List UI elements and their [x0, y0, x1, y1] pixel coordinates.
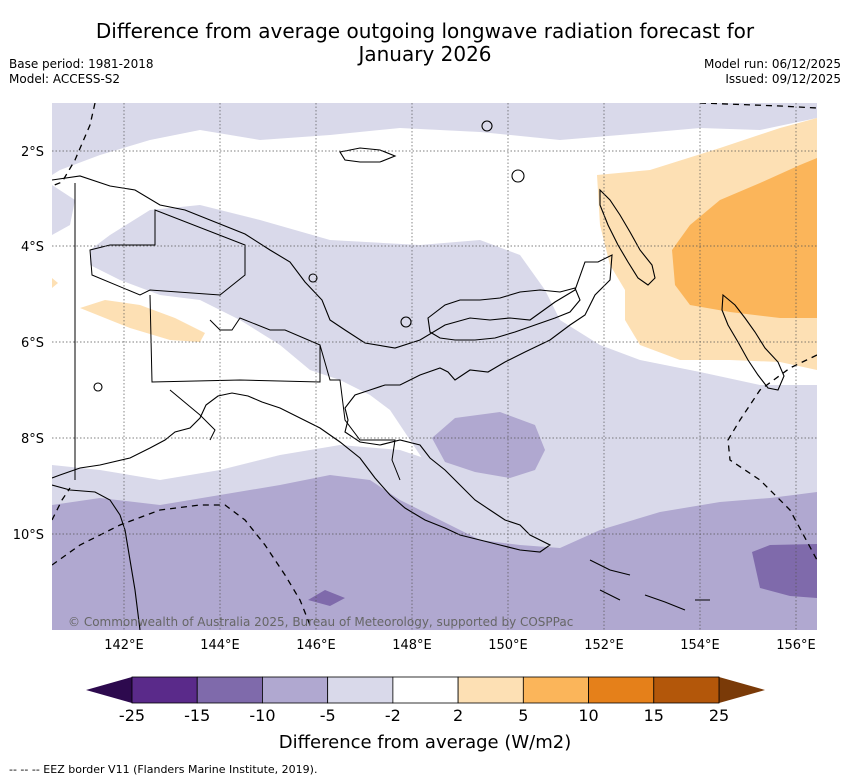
colorbar-title: Difference from average (W/m2)	[279, 732, 571, 753]
lon-tick-label: 154°E	[680, 638, 720, 653]
colorbar-tick-label: 25	[709, 706, 729, 725]
meta-right: Model run: 06/12/2025 Issued: 09/12/2025	[704, 57, 841, 87]
map-title: Difference from average outgoing longwav…	[0, 20, 850, 66]
colorbar-tick-label: 10	[578, 706, 598, 725]
eez-border-northeast	[699, 103, 817, 109]
colorbar-tick-label: -25	[119, 706, 145, 725]
lon-tick-label: 144°E	[200, 638, 240, 653]
anomaly-region-lavender-west	[52, 185, 75, 235]
lon-tick-labels: 142°E 144°E 146°E 148°E 150°E 152°E 154°E 156°E	[104, 638, 816, 653]
colorbar-cell	[457, 676, 524, 704]
base-period: Base period: 1981-2018	[9, 57, 154, 71]
colorbar-over-arrow	[719, 677, 765, 703]
lat-tick-label: 8°S	[21, 432, 44, 447]
colorbar-cell	[522, 676, 589, 704]
colorbar-tick-label: -5	[320, 706, 336, 725]
colorbar-tick-label: -15	[184, 706, 210, 725]
title-line-2: January 2026	[358, 42, 492, 66]
copyright-text: © Commonwealth of Australia 2025, Bureau…	[68, 615, 573, 629]
colorbar-cell	[196, 676, 263, 704]
anomaly-region-purple-mid-small	[308, 590, 345, 606]
lon-tick-label: 146°E	[296, 638, 336, 653]
bougainville-coastline	[721, 293, 785, 391]
eez-borders	[52, 103, 817, 626]
colorbar-under-arrow	[86, 677, 132, 703]
colorbar-tick-label: 15	[644, 706, 664, 725]
colorbar-tick-label: 5	[518, 706, 528, 725]
anomaly-region-peach-west	[80, 300, 205, 342]
lon-tick-label: 156°E	[776, 638, 816, 653]
lon-tick-label: 150°E	[488, 638, 528, 653]
anomaly-region-lavender-north	[52, 103, 817, 175]
island-small-5	[93, 382, 103, 392]
colorbar-cell	[327, 676, 394, 704]
colorbar-cell	[588, 676, 655, 704]
new-ireland-coastline	[599, 188, 656, 286]
lon-tick-label: 142°E	[104, 638, 144, 653]
colorbar: -25 -15 -10 -5 -2 2 5 10 15 25 Difference from av…	[86, 676, 765, 753]
gridlines	[52, 103, 817, 630]
anomaly-region-orange-east	[672, 158, 817, 318]
province-boundaries	[89, 209, 401, 481]
anomaly-region-purple-center	[432, 412, 545, 478]
eez-border-east	[727, 354, 817, 561]
colorbar-cell	[131, 676, 198, 704]
island-small-3	[400, 316, 412, 328]
new-britain-coastline	[427, 287, 581, 341]
colorbar-tick-label: -2	[385, 706, 401, 725]
map-area: © Commonwealth of Australia 2025, Bureau…	[52, 103, 817, 630]
eez-border-north	[52, 103, 96, 187]
lat-tick-labels: 2°S 4°S 6°S 8°S 10°S	[13, 145, 44, 543]
new-guinea-coastline	[52, 175, 613, 553]
model-run: Model run: 06/12/2025	[703, 57, 841, 71]
title-line-1: Difference from average outgoing longwav…	[95, 19, 755, 43]
colorbar-cell	[262, 676, 329, 704]
eez-legend-note: -- -- -- EEZ border V11 (Flanders Marine…	[9, 763, 318, 776]
admin-borders	[74, 183, 401, 481]
coastlines	[52, 120, 785, 630]
anomaly-region-peach-edge	[52, 278, 58, 288]
meta-left: Base period: 1981-2018 Model: ACCESS-S2	[9, 57, 154, 87]
lon-tick-label: 148°E	[392, 638, 432, 653]
islands-se	[589, 559, 710, 611]
model-name: Model: ACCESS-S2	[9, 72, 121, 86]
anomaly-region-lavender-central	[90, 205, 817, 520]
colorbar-cell	[392, 676, 459, 704]
colorbar-tick-label: -10	[249, 706, 275, 725]
island-small-4	[511, 169, 525, 183]
australia-north-coastline	[52, 484, 141, 630]
lon-tick-label: 152°E	[584, 638, 624, 653]
lat-tick-label: 2°S	[21, 145, 44, 160]
eez-border-south	[52, 504, 311, 626]
anomaly-region-purple-south	[52, 475, 817, 630]
island-small-2	[308, 273, 318, 283]
lat-tick-label: 6°S	[21, 336, 44, 351]
lat-tick-label: 10°S	[13, 528, 44, 543]
colorbar-tick-label: 2	[453, 706, 463, 725]
island-small-1	[481, 120, 493, 132]
anomaly-region-purple-mid-east	[752, 544, 817, 598]
eez-border-southwest	[52, 487, 71, 521]
manus-coastline	[339, 147, 397, 163]
colorbar-cell	[653, 676, 720, 704]
issued-date: Issued: 09/12/2025	[725, 72, 841, 86]
lat-tick-label: 4°S	[21, 240, 44, 255]
